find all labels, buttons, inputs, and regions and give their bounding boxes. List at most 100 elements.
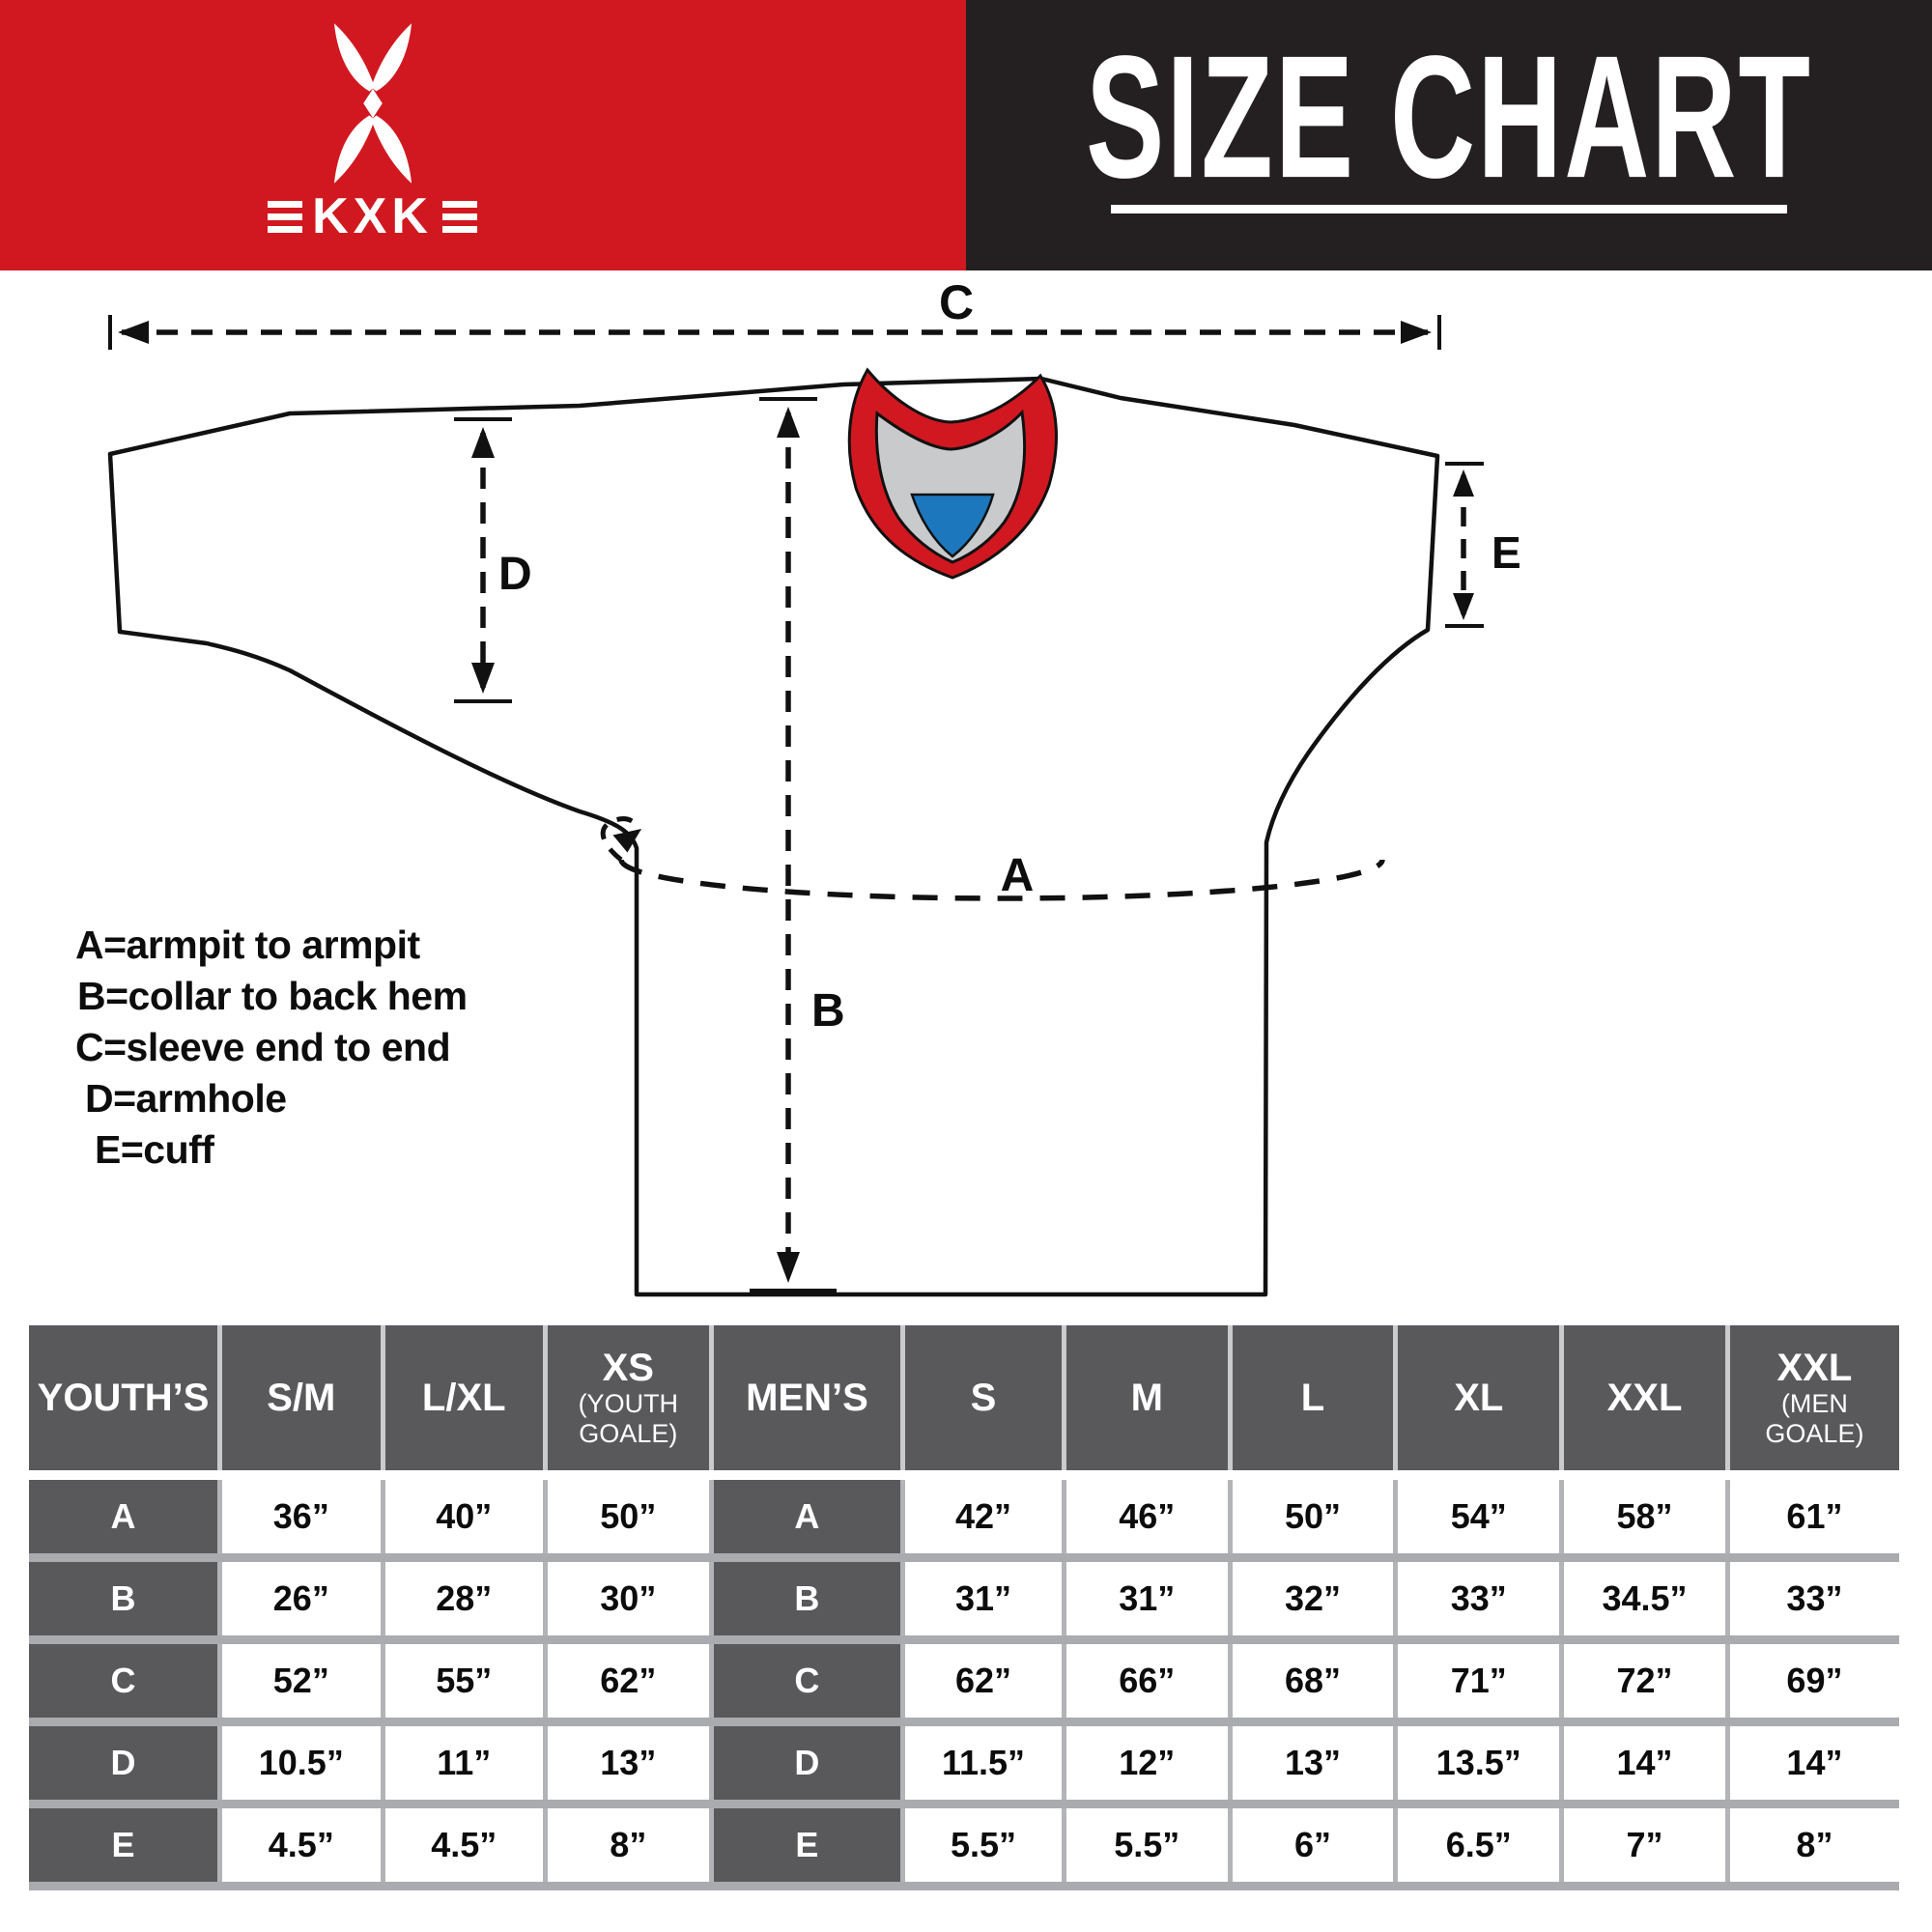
- column-header-xl: XL: [1398, 1325, 1560, 1470]
- xxl-sub1: (MEN: [1780, 1389, 1848, 1418]
- table-cell: 13”: [547, 1726, 709, 1800]
- table-row-d: D 10.5” 11” 13” D 11.5” 12” 13” 13.5” 14…: [29, 1726, 1899, 1800]
- dimension-e: [1445, 462, 1484, 628]
- table-cell: 8”: [547, 1808, 709, 1882]
- measurement-legend: A=armpit to armpit B=collar to back hem …: [75, 920, 468, 1176]
- row-label-cell: B: [29, 1562, 218, 1635]
- column-header-lxl: L/XL: [384, 1325, 543, 1470]
- brand-panel: KXK: [0, 0, 966, 270]
- table-cell: 31”: [905, 1562, 1062, 1635]
- row-label-cell: C: [713, 1644, 901, 1718]
- dimension-label-e: E: [1492, 527, 1521, 578]
- table-cell: 11”: [384, 1726, 543, 1800]
- column-header-mens: MEN’S: [713, 1325, 901, 1470]
- dimension-label-b: B: [811, 985, 845, 1037]
- table-cell: 28”: [384, 1562, 543, 1635]
- page-header: KXK SIZE CHART: [0, 0, 1932, 270]
- xxl-sub2: GOALE): [1765, 1419, 1864, 1448]
- column-header-m: M: [1065, 1325, 1228, 1470]
- logo-text: KXK: [312, 188, 433, 244]
- table-cell: 54”: [1398, 1480, 1560, 1553]
- row-label-cell: A: [713, 1480, 901, 1553]
- table-cell: 4.5”: [384, 1808, 543, 1882]
- legend-line-d: D=armhole: [85, 1076, 287, 1121]
- table-row-a: A 36” 40” 50” A 42” 46” 50” 54” 58” 61”: [29, 1480, 1899, 1553]
- dimension-c: [108, 315, 1441, 350]
- table-cell: 33”: [1398, 1562, 1560, 1635]
- table-cell: 58”: [1564, 1480, 1725, 1553]
- table-cell: 71”: [1398, 1644, 1560, 1718]
- column-header-xs-youth-goale: XS (YOUTH GOALE): [547, 1325, 709, 1470]
- table-row-e: E 4.5” 4.5” 8” E 5.5” 5.5” 6” 6.5” 7” 8”: [29, 1808, 1899, 1882]
- column-header-xxl-men-goale: XXL (MEN GOALE): [1729, 1325, 1899, 1470]
- table-cell: 34.5”: [1564, 1562, 1725, 1635]
- logo-right-bars-icon: [441, 200, 477, 233]
- table-cell: 30”: [547, 1562, 709, 1635]
- row-label-cell: C: [29, 1644, 218, 1718]
- dimension-a: [600, 816, 1385, 901]
- brand-logo: KXK: [259, 17, 486, 242]
- legend-line-a: A=armpit to armpit: [75, 923, 420, 967]
- row-label-cell: E: [29, 1808, 218, 1882]
- table-cell: 52”: [222, 1644, 381, 1718]
- table-row-b: B 26” 28” 30” B 31” 31” 32” 33” 34.5” 33…: [29, 1562, 1899, 1635]
- table-cell: 66”: [1065, 1644, 1228, 1718]
- dimension-label-d: D: [498, 549, 532, 600]
- table-cell: 68”: [1232, 1644, 1394, 1718]
- table-cell: 10.5”: [222, 1726, 381, 1800]
- table-cell: 72”: [1564, 1644, 1725, 1718]
- row-label-cell: D: [713, 1726, 901, 1800]
- row-label-cell: E: [713, 1808, 901, 1882]
- column-header-xxl: XXL: [1564, 1325, 1725, 1470]
- table-cell: 11.5”: [905, 1726, 1062, 1800]
- table-cell: 12”: [1065, 1726, 1228, 1800]
- collar-blue-triangle: [910, 493, 995, 558]
- row-label-cell: D: [29, 1726, 218, 1800]
- row-label-cell: B: [713, 1562, 901, 1635]
- table-cell: 36”: [222, 1480, 381, 1553]
- table-divider: [29, 1553, 1899, 1562]
- table-cell: 14”: [1564, 1726, 1725, 1800]
- table-cell: 4.5”: [222, 1808, 381, 1882]
- table-cell: 62”: [547, 1644, 709, 1718]
- table-cell: 5.5”: [1065, 1808, 1228, 1882]
- table-row-c: C 52” 55” 62” C 62” 66” 68” 71” 72” 69”: [29, 1644, 1899, 1718]
- xs-size: XS: [602, 1347, 654, 1389]
- table-divider: [29, 1882, 1899, 1890]
- table-divider: [29, 1635, 1899, 1644]
- table-cell: 46”: [1065, 1480, 1228, 1553]
- jersey-diagram-svg: C D B: [107, 275, 1521, 1297]
- size-table: YOUTH’S S/M L/XL XS (YOUTH GOALE) MEN’S …: [29, 1325, 1899, 1890]
- column-header-s: S: [905, 1325, 1062, 1470]
- table-cell: 13”: [1232, 1726, 1394, 1800]
- table-cell: 8”: [1729, 1808, 1899, 1882]
- table-divider: [29, 1470, 1899, 1480]
- legend-line-e: E=cuff: [95, 1127, 214, 1172]
- table-cell: 31”: [1065, 1562, 1228, 1635]
- table-cell: 13.5”: [1398, 1726, 1560, 1800]
- table-cell: 32”: [1232, 1562, 1394, 1635]
- xs-sub2: GOALE): [579, 1419, 678, 1448]
- logo-wordmark: KXK: [268, 191, 477, 242]
- table-cell: 26”: [222, 1562, 381, 1635]
- table-divider: [29, 1718, 1899, 1726]
- table-cell: 69”: [1729, 1644, 1899, 1718]
- dimension-b: [750, 397, 837, 1293]
- column-header-youths: YOUTH’S: [29, 1325, 218, 1470]
- column-header-sm: S/M: [222, 1325, 381, 1470]
- table-divider: [29, 1800, 1899, 1808]
- dimension-label-a: A: [1001, 850, 1035, 901]
- collar-inner-gray: [874, 409, 1027, 564]
- column-header-l: L: [1232, 1325, 1394, 1470]
- table-cell: 62”: [905, 1644, 1062, 1718]
- table-cell: 6”: [1232, 1808, 1394, 1882]
- table-cell: 50”: [547, 1480, 709, 1553]
- logo-left-bars-icon: [268, 200, 303, 233]
- row-label-cell: A: [29, 1480, 218, 1553]
- table-cell: 42”: [905, 1480, 1062, 1553]
- jersey-measurement-diagram: C D B: [0, 270, 1932, 1319]
- xs-sub1: (YOUTH: [578, 1389, 679, 1418]
- table-cell: 33”: [1729, 1562, 1899, 1635]
- dimension-label-c: C: [939, 275, 974, 329]
